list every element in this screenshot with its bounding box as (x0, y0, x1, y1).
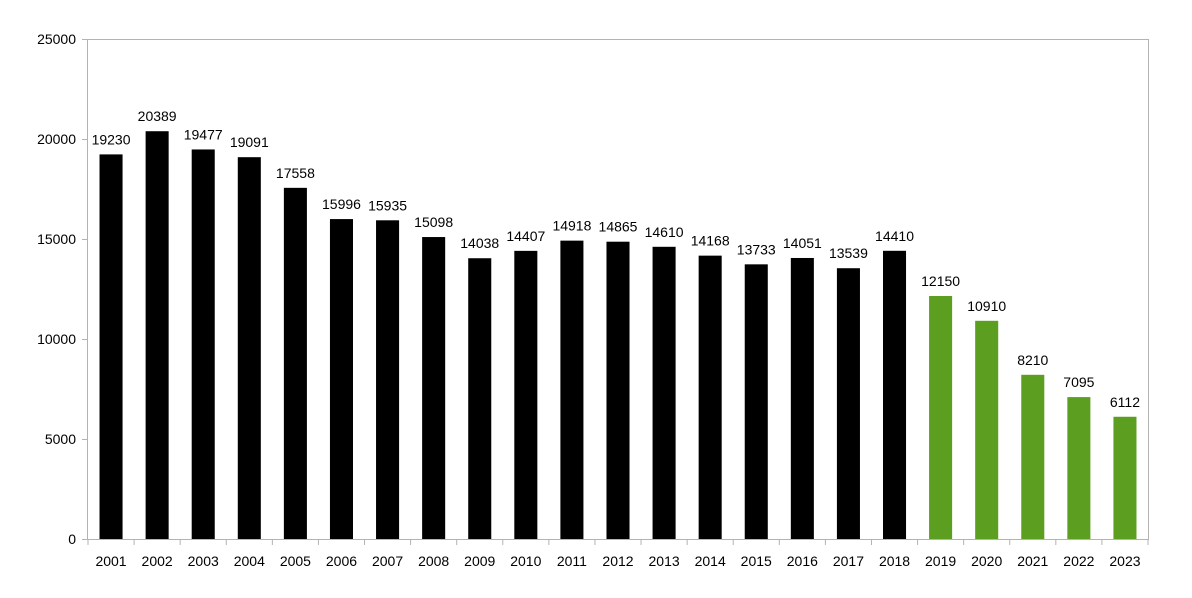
x-tick-label-2006: 2006 (326, 553, 357, 569)
bar-2017 (836, 268, 860, 539)
data-label-2016: 14051 (783, 235, 822, 251)
bar-2002 (145, 131, 169, 539)
data-label-2013: 14610 (645, 224, 684, 240)
bars (99, 131, 1137, 540)
data-label-2020: 10910 (967, 298, 1006, 314)
data-label-2006: 15996 (322, 196, 361, 212)
x-tick-label-2009: 2009 (464, 553, 495, 569)
data-label-2022: 7095 (1063, 374, 1094, 390)
data-label-2017: 13539 (829, 245, 868, 261)
bar-2022 (1067, 397, 1091, 539)
x-tick-label-2011: 2011 (557, 553, 587, 569)
data-label-2002: 20389 (138, 108, 177, 124)
data-label-2001: 19230 (92, 131, 131, 147)
bar-2001 (99, 154, 123, 539)
x-axis: 2001 2002 2003 2004 2005 2006 2007 2008 2009 2010… (87, 539, 1149, 569)
bar-2007 (376, 220, 400, 540)
y-tick-label: 20000 (37, 131, 76, 147)
data-label-2008: 15098 (414, 214, 453, 230)
x-tick-label-2010: 2010 (510, 553, 541, 569)
x-tick-label-2013: 2013 (649, 553, 680, 569)
x-tick-label-2019: 2019 (925, 553, 956, 569)
bar-2020 (975, 320, 999, 539)
bar-2018 (883, 250, 907, 540)
bar-2011 (560, 240, 584, 539)
x-tick-label-2004: 2004 (234, 553, 265, 569)
y-tick-label: 25000 (37, 31, 76, 47)
plot-area (87, 39, 1149, 540)
x-tick-label-2005: 2005 (280, 553, 311, 569)
x-tick-label-2020: 2020 (971, 553, 1002, 569)
data-label-2023: 6112 (1110, 394, 1140, 410)
x-tick-label-2015: 2015 (741, 553, 772, 569)
x-tick-label-2008: 2008 (418, 553, 449, 569)
data-label-2012: 14865 (599, 219, 638, 235)
bar-2005 (283, 187, 307, 539)
bar-2006 (329, 219, 353, 539)
x-tick-label-2014: 2014 (695, 553, 726, 569)
bar-2009 (468, 258, 492, 539)
x-tick-label-2002: 2002 (142, 553, 173, 569)
x-tick-label-2003: 2003 (188, 553, 219, 569)
data-label-2021: 8210 (1017, 352, 1048, 368)
bar-2016 (790, 257, 814, 539)
x-tick-label-2017: 2017 (833, 553, 864, 569)
bar-2010 (514, 250, 538, 540)
y-tick-label: 5000 (45, 431, 76, 447)
bar-2012 (606, 241, 630, 539)
data-label-2003: 19477 (184, 126, 223, 142)
data-label-2019: 12150 (921, 273, 960, 289)
data-label-2005: 17558 (276, 165, 315, 181)
data-label-2009: 14038 (460, 235, 499, 251)
x-tick-label-2001: 2001 (95, 553, 126, 569)
data-label-2010: 14407 (506, 228, 545, 244)
x-tick-label-2018: 2018 (879, 553, 910, 569)
bar-2003 (191, 149, 215, 539)
data-label-2015: 13733 (737, 241, 776, 257)
data-label-2011: 14918 (552, 218, 591, 234)
x-tick-label-2012: 2012 (602, 553, 633, 569)
bar-2019 (929, 296, 953, 539)
data-label-2004: 19091 (230, 134, 269, 150)
bar-2021 (1021, 374, 1045, 539)
bar-2013 (652, 246, 676, 540)
y-tick-label: 0 (68, 531, 76, 547)
bar-2008 (422, 237, 446, 540)
y-tick-label: 10000 (37, 331, 76, 347)
x-tick-label-2021: 2021 (1017, 553, 1048, 569)
x-tick-label-2016: 2016 (787, 553, 818, 569)
data-labels: 19230 20389 19477 19091 17558 15996 15935 15098… (92, 108, 1141, 410)
x-tick-label-2022: 2022 (1063, 553, 1094, 569)
x-tick-label-2023: 2023 (1109, 553, 1140, 569)
x-tick-label-2007: 2007 (372, 553, 403, 569)
data-label-2007: 15935 (368, 197, 407, 213)
bar-2015 (744, 264, 768, 539)
bar-2023 (1113, 416, 1137, 539)
y-tick-label: 15000 (37, 231, 76, 247)
bar-2014 (698, 255, 722, 539)
data-label-2018: 14410 (875, 228, 914, 244)
bar-2004 (237, 157, 261, 539)
y-axis: 0 5000 10000 15000 20000 25000 (37, 31, 88, 547)
data-label-2014: 14168 (691, 233, 730, 249)
